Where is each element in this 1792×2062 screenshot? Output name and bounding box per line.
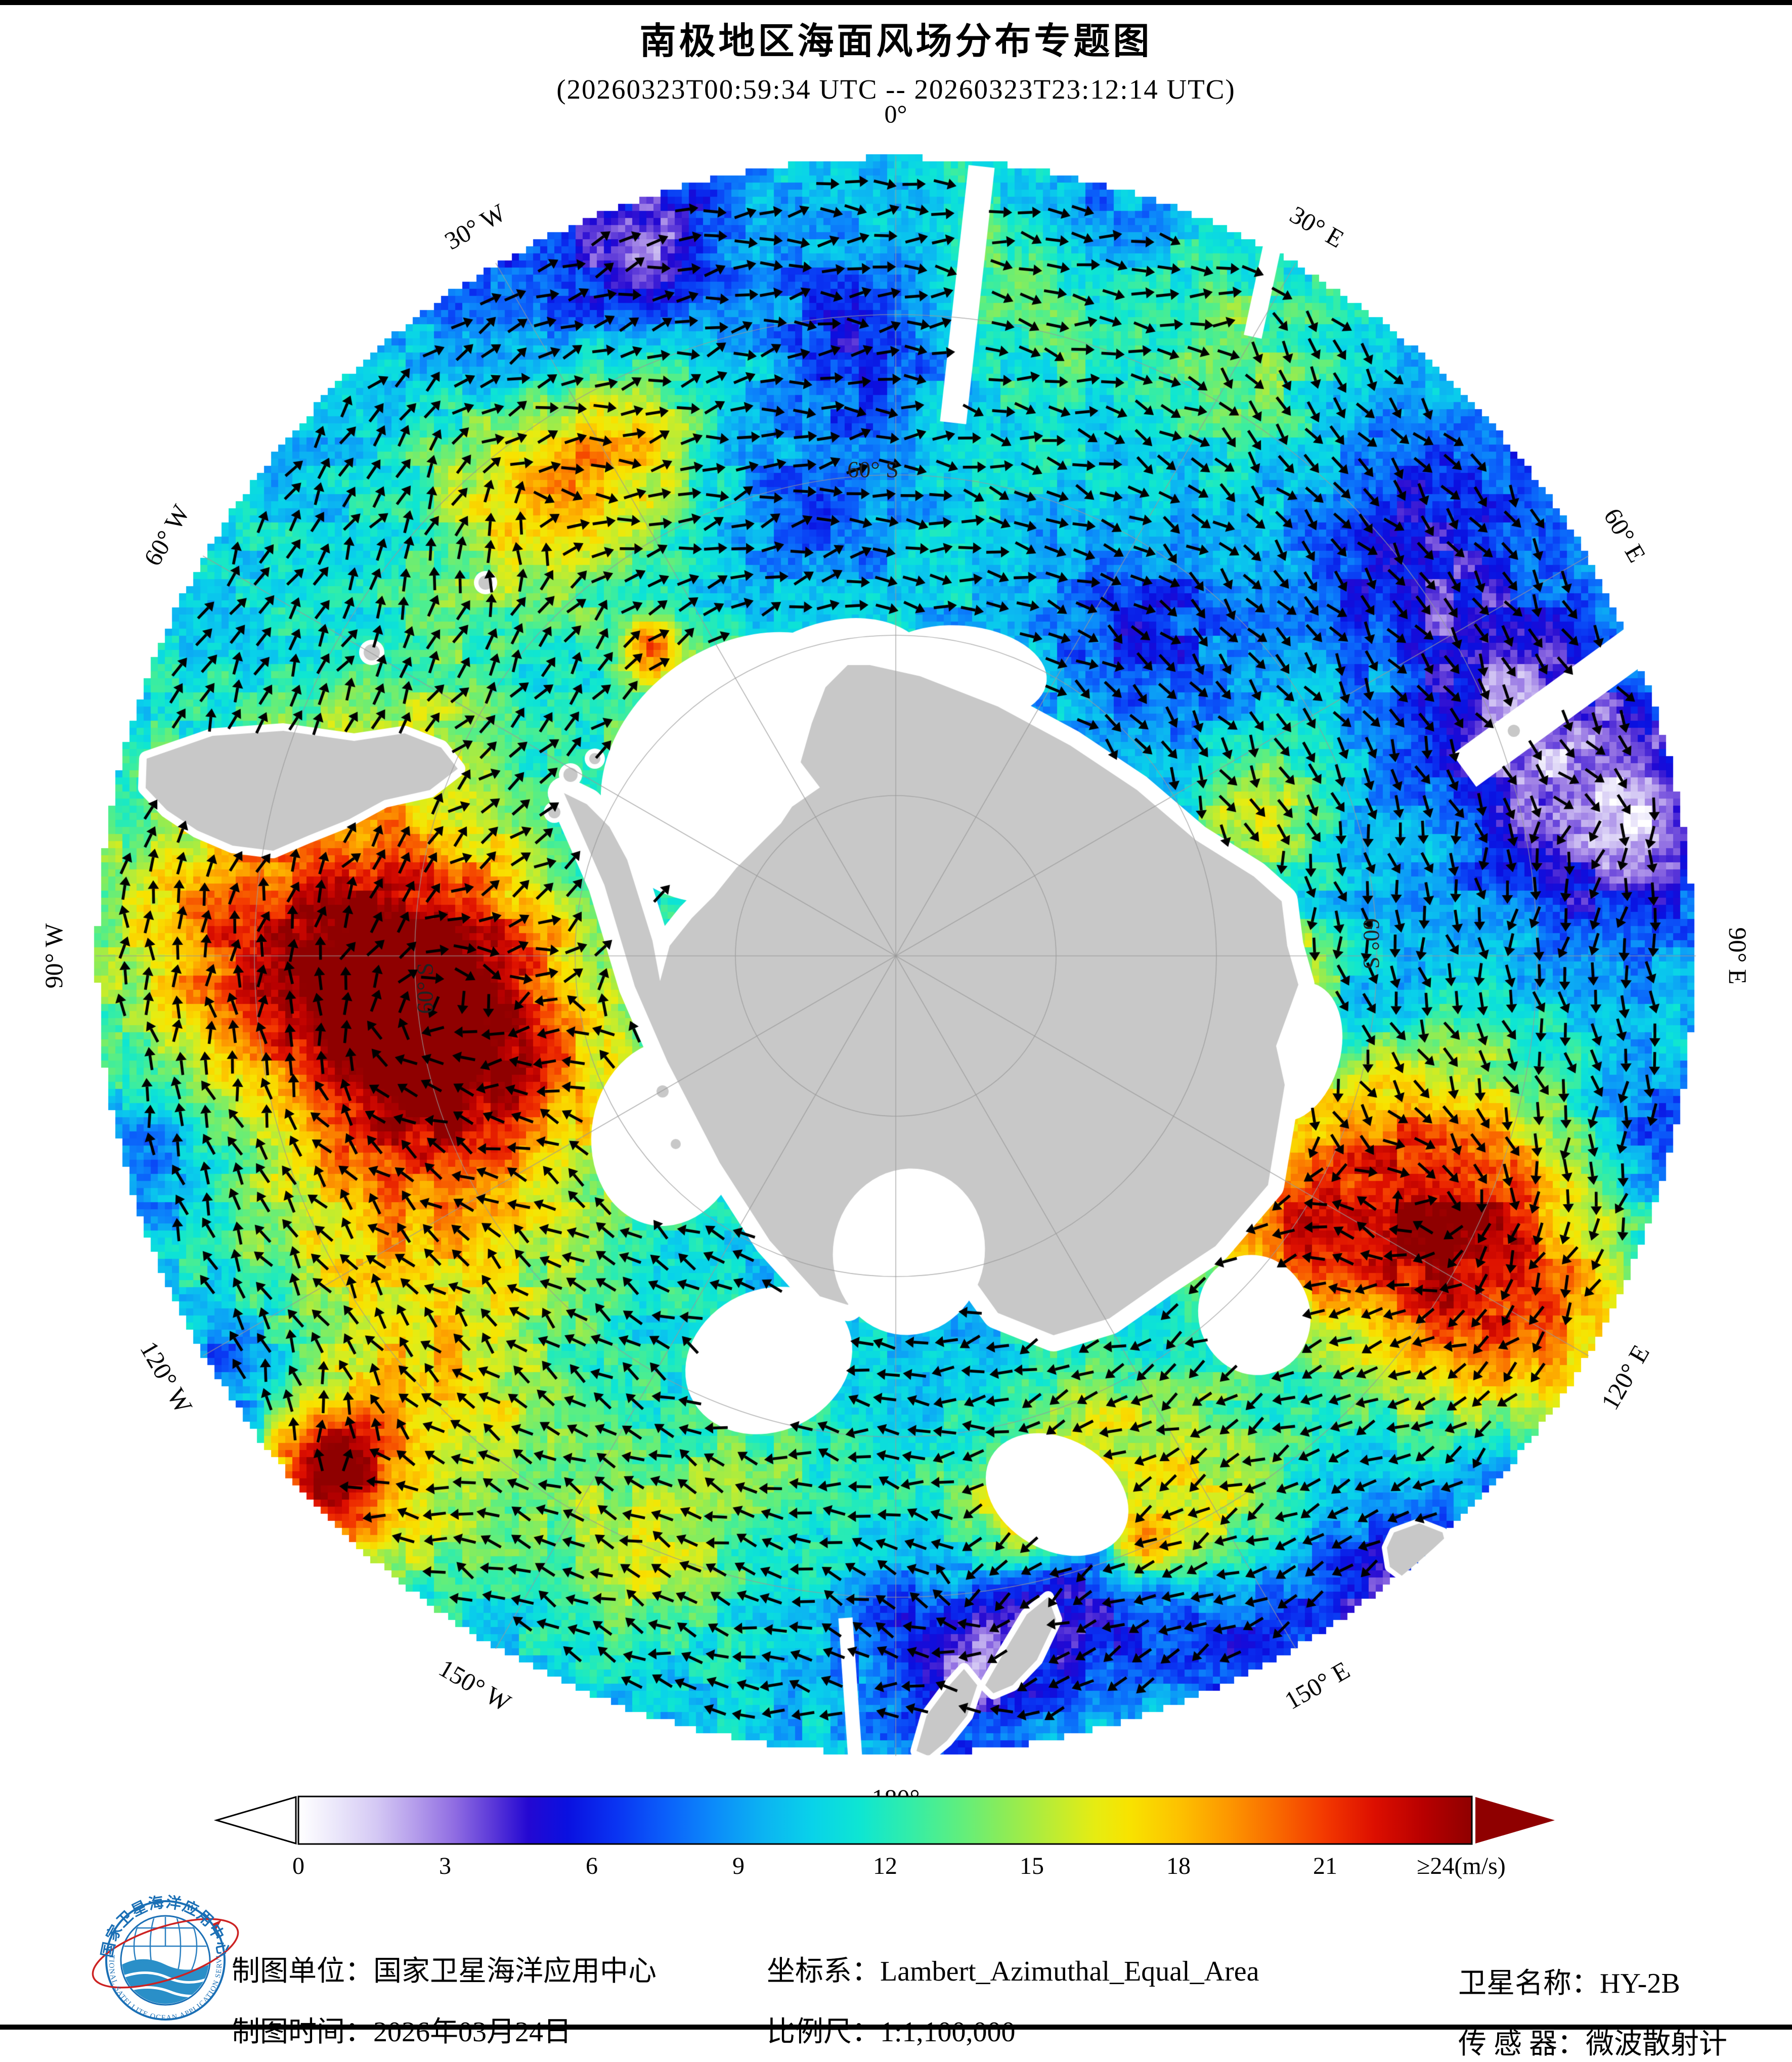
longitude-label: 90° W: [39, 923, 68, 989]
mapping-time-label: 制图时间：: [232, 2016, 373, 2048]
bottom-border-bar: [0, 2025, 1792, 2030]
mapping-time-value: 2026年03月24日: [373, 2016, 572, 2048]
sensor-value: 微波散射计: [1586, 2029, 1727, 2060]
colorbar-tick: 15: [1020, 1853, 1044, 1879]
scale-value: 1:1,100,000: [880, 2016, 1016, 2048]
footer-mapping-time: 制图时间：2026年03月24日: [217, 1977, 572, 2050]
mapping-unit-label: 制图单位：: [232, 1956, 373, 1987]
colorbar-tick: 21: [1313, 1853, 1337, 1879]
footer-mapping-unit: 制图单位：国家卫星海洋应用中心: [217, 1916, 657, 1989]
colorbar-left-arrow-icon: [213, 1795, 297, 1845]
longitude-label: 0°: [884, 100, 907, 128]
footer-coord-system: 坐标系：Lambert_Azimuthal_Equal_Area: [753, 1916, 1259, 1989]
mapping-unit-value: 国家卫星海洋应用中心: [373, 1956, 657, 1987]
colorbar-tick: 3: [439, 1853, 451, 1879]
latitude-label: 60° S: [847, 456, 899, 482]
colorbar-right-arrow-icon: [1475, 1797, 1555, 1844]
latitude-label: 60° S: [1359, 918, 1385, 970]
satellite-label: 卫星名称：: [1458, 1968, 1600, 1999]
nsoas-logo: 国家卫星海洋应用中心 NATIONAL SATELLITE OCEAN APPL…: [86, 1892, 239, 2022]
footer-scale: 比例尺：1:1,100,000: [753, 1977, 1016, 2050]
footer-satellite: 卫星名称：HY-2B: [1444, 1928, 1680, 2001]
scale-label: 比例尺：: [767, 2016, 880, 2048]
colorbar-tick: ≥24(m/s): [1417, 1853, 1506, 1879]
wind-speed-colorbar: [213, 1795, 1555, 1845]
satellite-value: HY-2B: [1600, 1968, 1680, 1999]
sensor-label: 传 感 器：: [1458, 2029, 1586, 2060]
coord-system-value: Lambert_Azimuthal_Equal_Area: [880, 1956, 1259, 1987]
colorbar-tick: 18: [1166, 1853, 1191, 1879]
latitude-label: 60° S: [412, 962, 438, 1014]
colorbar-gradient-bar: [297, 1795, 1473, 1845]
colorbar-tick: 6: [586, 1853, 598, 1879]
colorbar-tick: 9: [732, 1853, 745, 1879]
coord-system-label: 坐标系：: [767, 1956, 880, 1987]
longitude-label: 90° E: [1724, 927, 1752, 985]
colorbar-tick: 0: [292, 1853, 304, 1879]
logo-globe: [92, 1917, 239, 2004]
colorbar-tick: 12: [873, 1853, 897, 1879]
